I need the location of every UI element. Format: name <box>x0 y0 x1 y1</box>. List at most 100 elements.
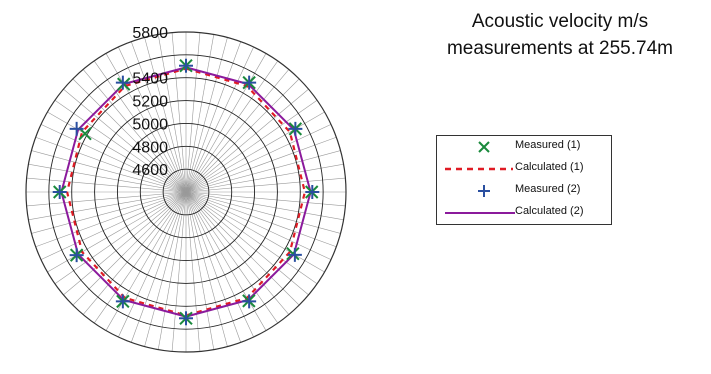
angular-gridline <box>185 46 254 193</box>
angular-gridline <box>105 191 187 331</box>
angular-gridline <box>171 191 187 352</box>
x-marker <box>286 247 300 261</box>
angular-gridline <box>185 191 309 296</box>
angular-gridline <box>185 191 215 350</box>
angular-gridline <box>105 53 187 193</box>
radial-tick-label: 4600 <box>132 162 168 179</box>
angular-gridlines <box>26 32 346 352</box>
angular-gridline <box>185 191 346 207</box>
angular-gridline <box>185 191 279 324</box>
radial-tick-label: 5000 <box>132 116 168 133</box>
polar-chart: 4600 4800 5000 5200 5400 5800 <box>25 25 347 353</box>
angular-gridline <box>185 163 344 193</box>
radial-tick-label: 5400 <box>132 71 168 88</box>
angular-gridline <box>185 37 228 193</box>
angular-gridline <box>185 69 290 193</box>
angular-gridline <box>130 41 187 193</box>
chart-title-line-2: measurements at 255.74m <box>446 38 673 59</box>
plus-marker <box>305 185 320 199</box>
chart-title-line-1: Acoustic velocity m/s <box>471 11 649 32</box>
angular-gridline <box>157 191 187 350</box>
angular-gridline <box>185 191 344 221</box>
angular-gridline <box>185 124 332 193</box>
angular-gridline <box>185 177 346 193</box>
angular-gridline <box>35 136 187 193</box>
radial-gridline <box>48 54 324 330</box>
angular-gridline <box>185 111 325 193</box>
plus-marker <box>69 121 84 136</box>
plus-marker <box>115 75 130 90</box>
plus-marker <box>242 294 257 309</box>
legend: Measured (1) Calculated (1) Measured (2)… <box>436 135 612 225</box>
radial-gridline <box>116 122 256 262</box>
angular-gridline <box>54 99 187 193</box>
angular-gridline <box>72 78 187 193</box>
angular-gridline <box>185 150 341 193</box>
plus-marker <box>242 75 257 90</box>
angular-gridline <box>118 191 187 338</box>
angular-gridline <box>40 191 187 260</box>
plus-marker <box>179 311 193 326</box>
plus-marker <box>179 58 193 73</box>
legend-label: Calculated (1) <box>515 161 584 173</box>
angular-gridline <box>144 37 187 193</box>
radial-tick-label: 5800 <box>132 25 168 42</box>
radial-gridline <box>71 77 301 307</box>
angular-gridline <box>28 163 187 193</box>
angular-gridline <box>72 191 187 306</box>
legend-label: Calculated (2) <box>515 205 584 217</box>
angular-gridline <box>47 191 187 273</box>
series-markers <box>52 58 320 326</box>
angular-gridline <box>63 191 187 296</box>
angular-gridline <box>63 88 187 193</box>
legend-label: Measured (1) <box>515 139 581 151</box>
radial-tick-labels: 4600 4800 5000 5200 5400 5800 <box>132 25 168 179</box>
x-marker-icon <box>478 141 490 153</box>
radial-tick-label: 4800 <box>132 139 168 156</box>
angular-gridline <box>185 53 267 193</box>
angular-gridline <box>47 111 187 193</box>
angular-gridline <box>130 191 187 343</box>
legend-item-calculated-1: Calculated (1) <box>437 158 611 180</box>
angular-gridline <box>185 191 228 347</box>
plus-marker <box>69 248 84 263</box>
angular-gridline <box>144 191 187 347</box>
radial-gridline <box>162 168 210 216</box>
angular-gridline <box>185 191 318 285</box>
plus-marker <box>288 121 303 136</box>
legend-label: Measured (2) <box>515 183 581 195</box>
angular-gridline <box>185 191 300 306</box>
angular-gridline <box>185 60 279 193</box>
angular-gridline <box>185 34 215 193</box>
radial-gridline <box>25 31 347 353</box>
radial-gridline <box>94 100 278 284</box>
angular-gridline <box>82 191 187 315</box>
angular-gridline <box>185 191 325 273</box>
angular-gridline <box>185 191 254 338</box>
angular-gridline <box>185 99 318 193</box>
angular-gridline <box>185 41 242 193</box>
angular-gridline <box>82 69 187 193</box>
dashed-line-icon <box>445 167 513 171</box>
plus-marker <box>52 185 67 199</box>
angular-gridline <box>93 60 187 193</box>
angular-gridline <box>28 191 187 221</box>
angular-gridline <box>185 32 201 193</box>
angular-gridline <box>26 191 187 207</box>
angular-gridline <box>185 78 300 193</box>
solid-line-icon <box>445 212 515 214</box>
angular-gridline <box>171 32 187 193</box>
radial-gridlines <box>25 31 347 353</box>
legend-item-calculated-2: Calculated (2) <box>437 202 611 224</box>
angular-gridline <box>185 136 337 193</box>
angular-gridline <box>40 124 187 193</box>
angular-gridline <box>185 191 332 260</box>
angular-gridline <box>31 150 187 193</box>
angular-gridline <box>31 191 187 234</box>
plus-marker <box>115 294 130 309</box>
chart-title: Acoustic velocity m/s measurements at 25… <box>410 8 710 62</box>
angular-gridline <box>185 191 341 234</box>
radial-tick-label: 5200 <box>132 94 168 111</box>
angular-gridline <box>93 191 187 324</box>
angular-gridline <box>185 88 309 193</box>
